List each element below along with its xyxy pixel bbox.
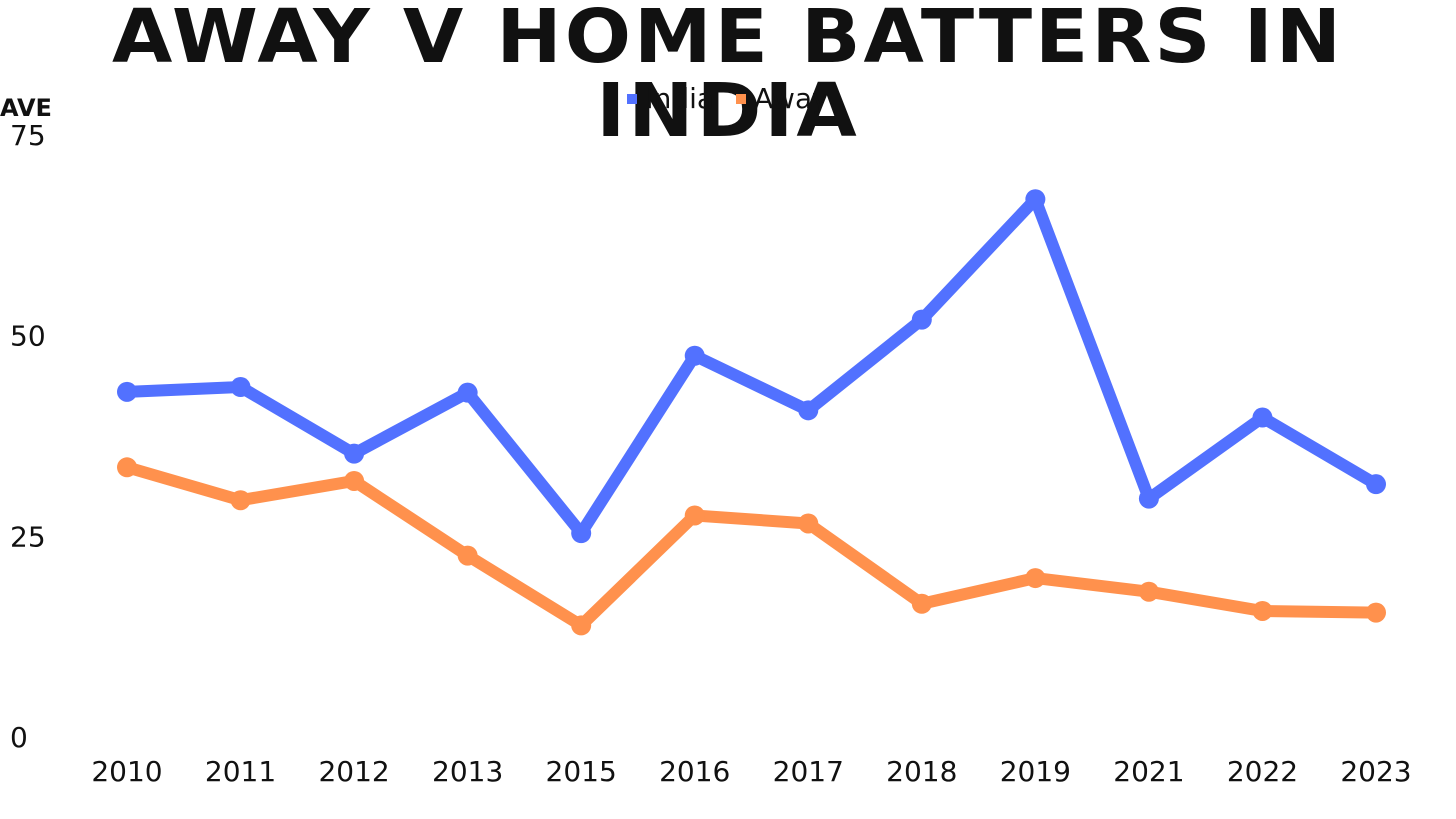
- legend-label-india: India: [645, 82, 715, 115]
- x-tick-label: 2023: [1340, 755, 1411, 788]
- x-tick-label: 2017: [773, 755, 844, 788]
- x-tick-label: 2019: [1000, 755, 1071, 788]
- y-axis-label: Ave: [0, 94, 52, 122]
- x-tick-label: 2013: [432, 755, 503, 788]
- data-point-india: [344, 443, 365, 464]
- data-point-away: [457, 545, 478, 566]
- data-point-away: [117, 457, 137, 478]
- x-tick-label: 2012: [318, 755, 389, 788]
- data-point-india: [1366, 474, 1386, 495]
- data-point-away: [344, 470, 365, 491]
- legend-swatch-away: [736, 93, 747, 104]
- y-tick-label: 25: [10, 520, 46, 553]
- legend-label-away: Away: [754, 82, 829, 115]
- series-line-away: [121, 461, 1382, 632]
- y-tick-label: 50: [10, 320, 46, 353]
- chart-title: Away v Home Batters in India: [111, 0, 1345, 154]
- y-tick-label: 0: [10, 721, 28, 754]
- legend-item-india: India: [627, 82, 714, 115]
- data-point-away: [911, 593, 932, 614]
- data-point-india: [117, 381, 137, 402]
- x-tick-label: 2018: [886, 755, 957, 788]
- y-tick-label: 75: [10, 119, 46, 152]
- series-line-india: [121, 193, 1382, 540]
- legend: India Away: [0, 82, 1456, 115]
- data-point-away: [684, 505, 705, 526]
- legend-swatch-india: [627, 93, 638, 104]
- data-point-india: [684, 345, 705, 366]
- data-point-away: [1252, 600, 1273, 621]
- data-point-india: [1138, 488, 1159, 509]
- x-tick-label: 2016: [659, 755, 730, 788]
- data-point-india: [457, 382, 478, 403]
- data-point-india: [1252, 407, 1273, 428]
- data-point-away: [798, 513, 819, 534]
- data-point-away: [1366, 602, 1386, 623]
- data-point-india: [798, 400, 819, 421]
- x-tick-label: 2015: [546, 755, 617, 788]
- data-point-away: [1138, 581, 1159, 602]
- x-tick-label: 2010: [91, 755, 162, 788]
- x-tick-label: 2011: [205, 755, 276, 788]
- data-point-india: [911, 309, 932, 330]
- data-point-india: [230, 377, 251, 398]
- legend-item-away: Away: [736, 82, 829, 115]
- x-tick-label: 2022: [1227, 755, 1298, 788]
- data-point-away: [1025, 568, 1046, 589]
- data-point-away: [230, 490, 251, 511]
- data-point-india: [571, 523, 592, 544]
- data-point-away: [571, 615, 592, 636]
- x-tick-label: 2021: [1113, 755, 1184, 788]
- data-point-india: [1025, 189, 1046, 210]
